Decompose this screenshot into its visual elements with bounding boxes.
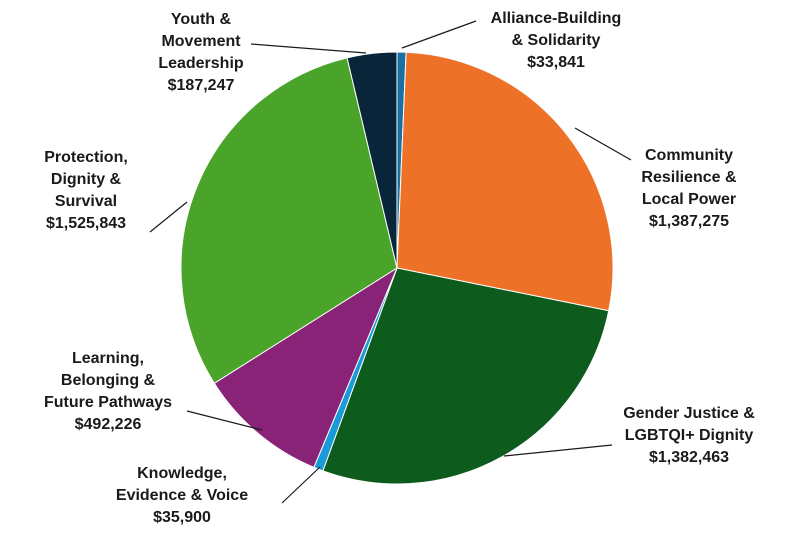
pie-slice xyxy=(396,51,614,312)
slice-label-line: & Solidarity xyxy=(512,32,601,49)
leader-line xyxy=(503,444,613,457)
pie-slice xyxy=(346,51,398,269)
slice-label-line: Community xyxy=(645,147,733,164)
pie-slices xyxy=(180,51,614,485)
slice-value: $492,226 xyxy=(75,416,142,433)
slice-label-line: Protection, xyxy=(44,149,128,166)
slice-label: Youth & Movement Leadership $187,247 xyxy=(158,11,244,94)
leader-lines xyxy=(149,20,632,504)
slice-label-line: Resilience & xyxy=(641,169,737,186)
leader-line xyxy=(186,410,263,431)
slice-label-line: Leadership xyxy=(158,55,244,72)
slice-label: Gender Justice & LGBTQI+ Dignity $1,382,46… xyxy=(623,405,755,466)
slice-label-line: Alliance-Building xyxy=(491,10,622,27)
slice-label-line: Evidence & Voice xyxy=(116,487,248,504)
slice-label-line: Youth & xyxy=(171,11,232,28)
slice-value: $1,382,463 xyxy=(649,449,729,466)
slice-label: Community Resilience & Local Power $1,387,2… xyxy=(641,147,737,230)
slice-label-line: Belonging & xyxy=(61,372,156,389)
slice-value: $187,247 xyxy=(168,77,235,94)
slice-label: Protection, Dignity & Survival $1,525,843 xyxy=(44,149,128,232)
slice-label-line: Local Power xyxy=(642,191,736,208)
leader-line xyxy=(401,20,477,49)
slice-label: Knowledge, Evidence & Voice $35,900 xyxy=(116,465,248,526)
slice-value: $1,387,275 xyxy=(649,213,729,230)
slice-label: Learning, Belonging & Future Pathways $492,… xyxy=(44,350,172,433)
leader-line xyxy=(281,466,321,504)
slice-labels: Alliance-Building & Solidarity $33,841 Comm… xyxy=(44,10,755,526)
slice-label-line: Knowledge, xyxy=(137,465,227,482)
pie-slice xyxy=(213,266,399,469)
slice-label-line: Survival xyxy=(55,193,117,210)
slice-value: $33,841 xyxy=(527,54,585,71)
slice-label-line: Gender Justice & xyxy=(623,405,755,422)
pie-slice xyxy=(180,57,398,384)
slice-label-line: Movement xyxy=(161,33,241,50)
slice-label-line: LGBTQI+ Dignity xyxy=(625,427,754,444)
slice-value: $1,525,843 xyxy=(46,215,126,232)
slice-label: Alliance-Building & Solidarity $33,841 xyxy=(491,10,622,71)
slice-label-line: Learning, xyxy=(72,350,144,367)
slice-label-line: Dignity & xyxy=(51,171,122,188)
pie-slice xyxy=(322,267,610,485)
slice-label-line: Future Pathways xyxy=(44,394,172,411)
slice-value: $35,900 xyxy=(153,509,211,526)
leader-line xyxy=(250,43,367,54)
leader-line xyxy=(574,127,632,161)
leader-line xyxy=(149,201,188,233)
